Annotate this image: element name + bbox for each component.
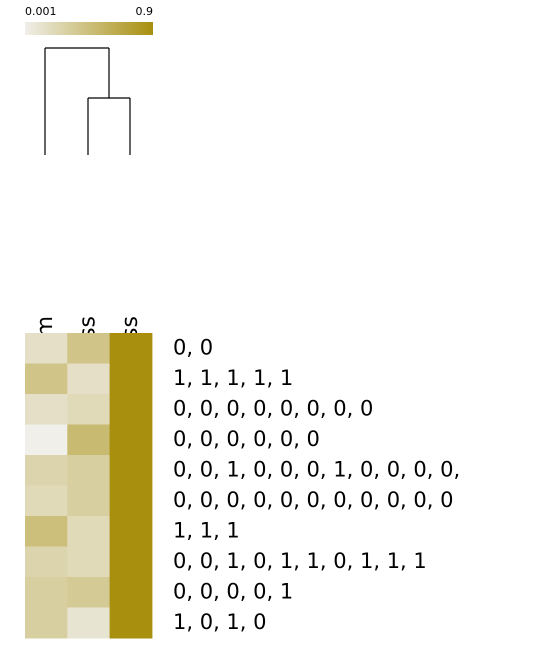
row-label: 0, 0, 0, 0, 1 (173, 579, 293, 603)
heatmap-cell (67, 363, 111, 395)
heatmap-cell (67, 516, 111, 547)
colorbar-min-label: 0.001 (25, 5, 57, 18)
heatmap-cell (109, 485, 153, 517)
heatmap-cell (67, 607, 111, 639)
dendrogram (44, 47, 131, 155)
row-label: 1, 0, 1, 0 (173, 610, 267, 634)
heatmap-cell (67, 333, 111, 364)
heatmap-cell (25, 424, 68, 456)
heatmap-cell (67, 394, 111, 425)
heatmap-cell (25, 607, 68, 639)
heatmap-cell (25, 333, 68, 364)
row-label: 0, 0, 1, 0, 1, 1, 0, 1, 1, 1 (173, 549, 427, 573)
row-label: 0, 0, 0, 0, 0, 0, 0, 0, 0, 0, 0 (173, 488, 453, 512)
heatmap-cell (25, 546, 68, 578)
heatmap-cell (109, 394, 153, 425)
heatmap-cell (109, 424, 153, 456)
heatmap-cell (25, 455, 68, 486)
heatmap-cell (67, 424, 111, 456)
heatmap-cell (109, 516, 153, 547)
heatmap-cell (25, 363, 68, 395)
heatmap-cell (67, 546, 111, 578)
colorbar-max-label: 0.9 (136, 5, 154, 18)
heatmap-cell (109, 455, 153, 486)
heatmap-cell (67, 485, 111, 517)
heatmap-cell (25, 394, 68, 425)
colorbar (25, 22, 153, 35)
heatmap-cell (109, 607, 153, 639)
heatmap-cell (109, 546, 153, 578)
heatmap-cell (25, 577, 68, 608)
heatmap-cell (109, 363, 153, 395)
heatmap-cell (25, 485, 68, 517)
heatmap-cell (67, 577, 111, 608)
row-label: 0, 0, 0, 0, 0, 0, 0, 0 (173, 396, 373, 420)
row-label: 1, 1, 1 (173, 518, 240, 542)
heatmap-cell (67, 455, 111, 486)
row-label: 1, 1, 1, 1, 1 (173, 366, 293, 390)
row-label: 0, 0 (173, 335, 213, 359)
row-label: 0, 0, 0, 0, 0, 0 (173, 427, 320, 451)
row-label: 0, 0, 1, 0, 0, 0, 1, 0, 0, 0, 0, (173, 457, 460, 481)
heatmap-cell (25, 516, 68, 547)
heatmap-cell (109, 333, 153, 364)
heatmap-cell (109, 577, 153, 608)
